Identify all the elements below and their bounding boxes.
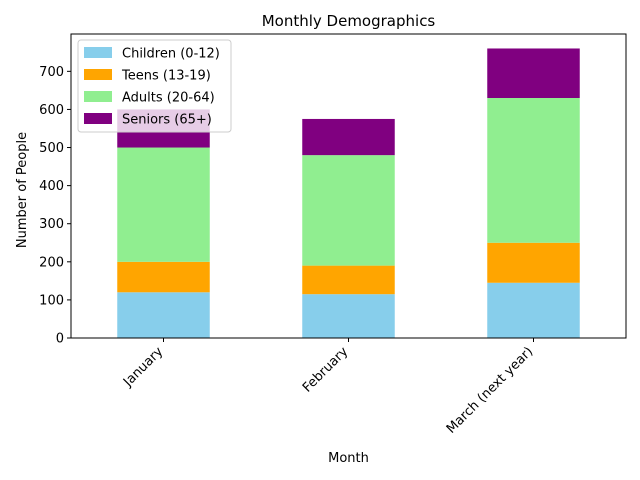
legend-swatch (84, 69, 112, 80)
legend-swatch (84, 47, 112, 58)
bar-segment (117, 261, 210, 293)
y-tick-label: 300 (39, 217, 64, 232)
legend-box (77, 39, 232, 133)
bar-segment (117, 147, 210, 262)
legend: Children (0-12) Teens (13-19) Adults (20-6… (77, 39, 232, 133)
bar-segment (487, 48, 580, 98)
y-tick-label: 400 (39, 179, 64, 194)
y-tick-label: 200 (39, 255, 64, 270)
bar-segment (117, 292, 210, 338)
legend-label: Seniors (65+) (122, 113, 212, 128)
bar-segment (487, 242, 580, 283)
bar-segment (302, 118, 395, 156)
legend-label: Teens (13-19) (121, 69, 211, 84)
bar-segment (302, 155, 395, 266)
y-tick-label: 0 (56, 332, 64, 347)
y-tick-label: 700 (39, 65, 64, 80)
y-tick-label: 500 (39, 141, 64, 156)
chart-title: Monthly Demographics (262, 12, 436, 30)
y-axis-label: Number of People (15, 132, 30, 248)
legend-label: Children (0-12) (122, 47, 220, 62)
y-tick-label: 100 (39, 293, 64, 308)
bar-segment (302, 265, 395, 295)
y-tick-label: 600 (39, 103, 64, 118)
legend-label: Adults (20-64) (122, 91, 215, 106)
legend-swatch (84, 113, 112, 124)
bar-segment (487, 98, 580, 243)
x-axis-label: Month (328, 451, 369, 466)
bar-segment (302, 294, 395, 338)
bar-segment (487, 282, 580, 338)
legend-swatch (84, 91, 112, 102)
